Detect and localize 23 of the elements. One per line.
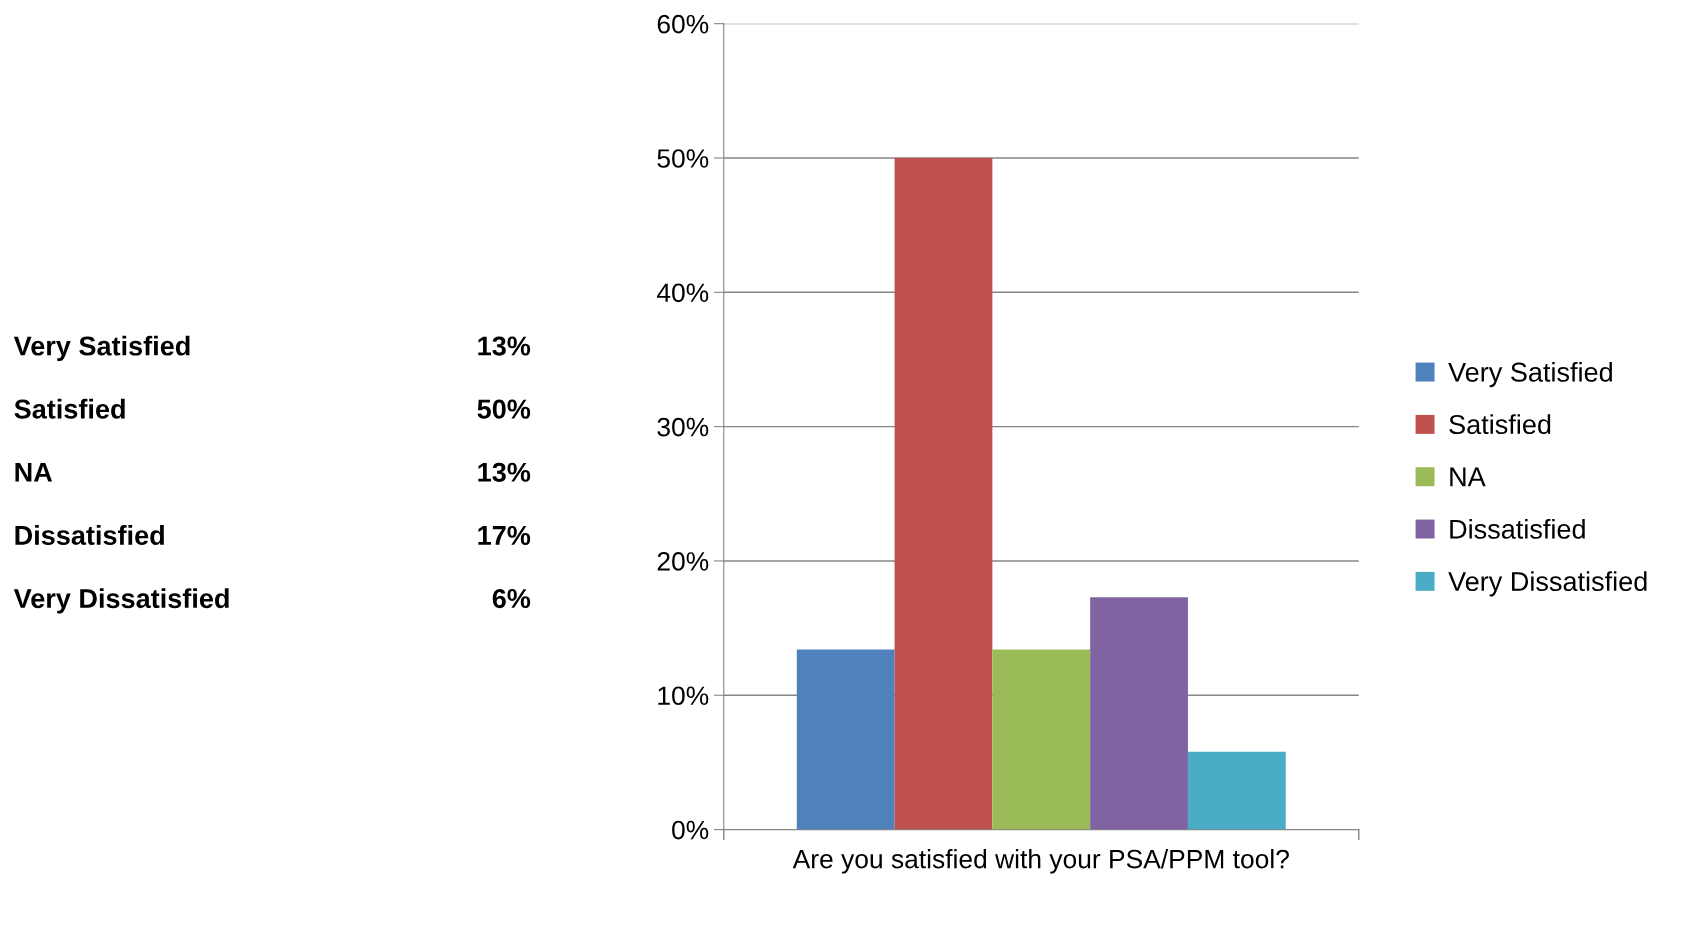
y-tick-label: 60%	[657, 14, 709, 34]
legend-label: NA	[1450, 467, 1486, 487]
text: Satisfied	[14, 398, 125, 419]
y-tick-label: 30%	[657, 417, 709, 437]
text: 6%	[492, 588, 531, 609]
y-tick-label: 10%	[658, 686, 709, 706]
y-tick-label: 0%	[672, 820, 709, 840]
text: Very Satisfied	[13, 335, 190, 361]
text: 13%	[478, 336, 531, 356]
text: Very Dissatisfied	[13, 588, 229, 614]
legend-label: Dissatisfied	[1450, 518, 1585, 539]
legend-label: Very Dissatisfied	[1448, 571, 1647, 597]
text: 17%	[478, 525, 531, 545]
text: Dissatisfied	[15, 525, 164, 545]
text: 50%	[477, 399, 531, 419]
legend-label: Very Satisfied	[1448, 361, 1612, 388]
text: 13%	[478, 462, 531, 482]
y-tick-label: 50%	[657, 149, 709, 168]
legend-label: Satisfied	[1449, 414, 1551, 435]
y-tick-label: 40%	[656, 283, 709, 303]
text: NA	[15, 462, 53, 482]
x-tick-label: Are you satisfied with your PSA/PPM tool?	[792, 849, 1289, 874]
y-tick-label: 20%	[657, 552, 709, 571]
